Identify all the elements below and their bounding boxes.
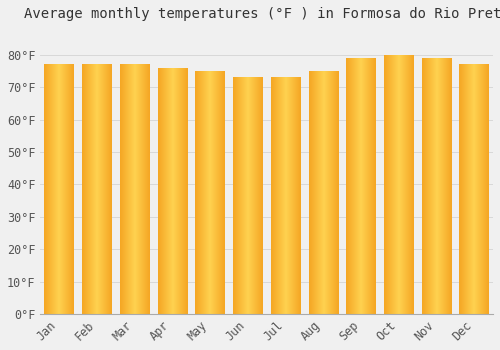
Title: Average monthly temperatures (°F ) in Formosa do Rio Preto: Average monthly temperatures (°F ) in Fo… — [24, 7, 500, 21]
